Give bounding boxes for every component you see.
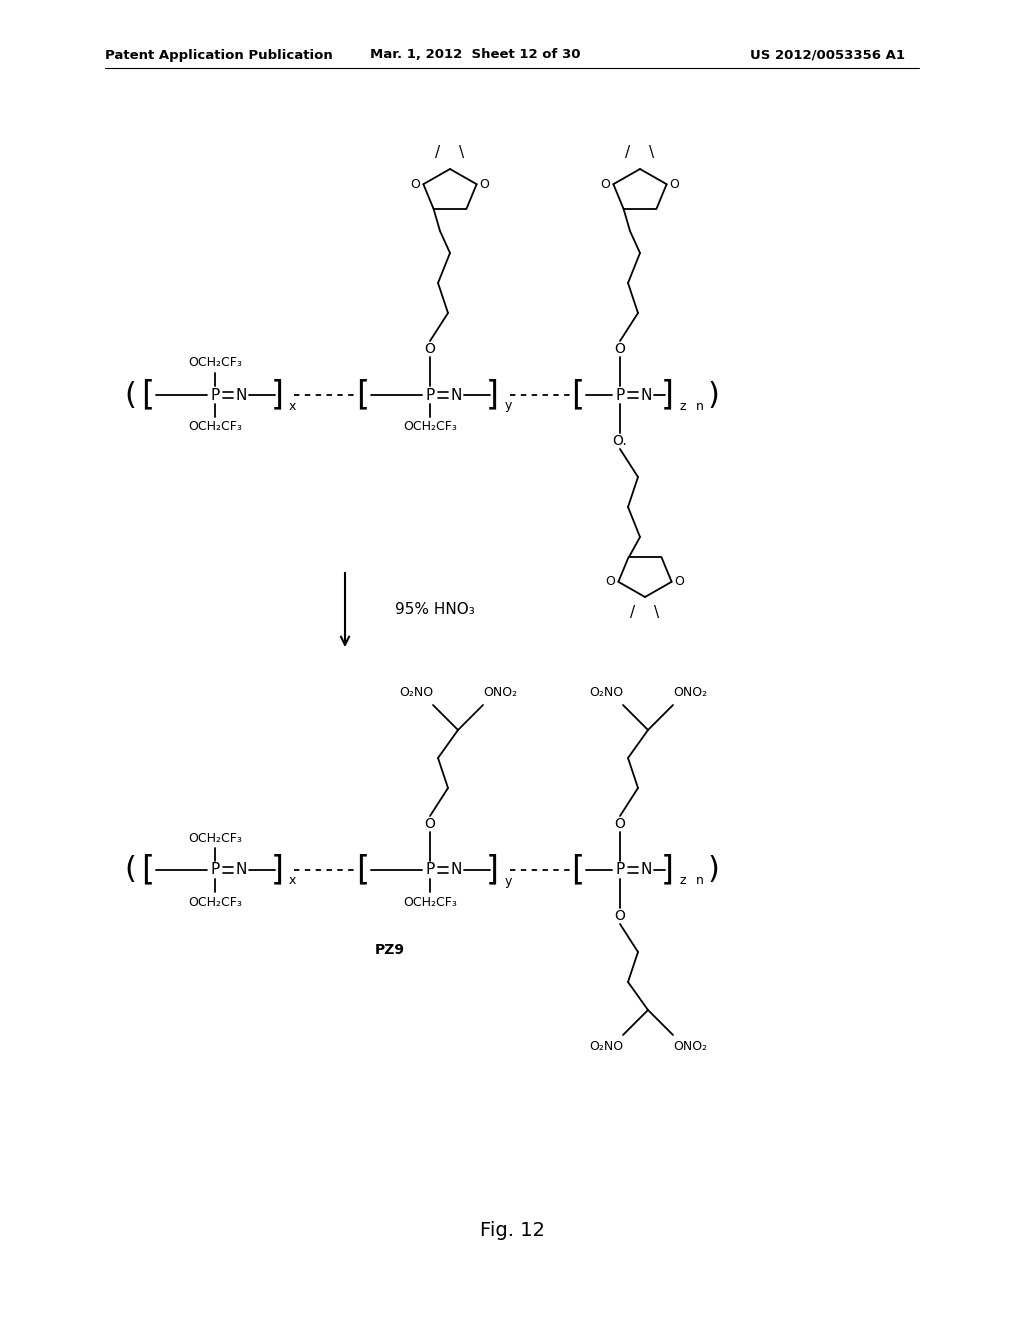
- Text: 95% HNO₃: 95% HNO₃: [395, 602, 475, 618]
- Text: OCH₂CF₃: OCH₂CF₃: [403, 421, 457, 433]
- Text: ): ): [708, 380, 720, 409]
- Text: ONO₂: ONO₂: [483, 686, 517, 700]
- Text: Fig. 12: Fig. 12: [479, 1221, 545, 1239]
- Text: x: x: [289, 874, 296, 887]
- Text: /: /: [631, 606, 636, 620]
- Text: N: N: [640, 388, 651, 403]
- Text: ]: ]: [270, 854, 284, 887]
- Text: OCH₂CF₃: OCH₂CF₃: [188, 421, 242, 433]
- Text: O: O: [675, 576, 685, 589]
- Text: z: z: [680, 400, 686, 412]
- Text: \: \: [654, 606, 659, 620]
- Text: ): ): [708, 855, 720, 884]
- Text: (: (: [124, 380, 136, 409]
- Text: [: [: [356, 379, 370, 412]
- Text: [: [: [571, 379, 585, 412]
- Text: [: [: [141, 379, 155, 412]
- Text: ]: ]: [270, 379, 284, 412]
- Text: OCH₂CF₃: OCH₂CF₃: [188, 832, 242, 845]
- Text: P: P: [210, 862, 219, 878]
- Text: ]: ]: [660, 379, 674, 412]
- Text: \: \: [460, 145, 465, 161]
- Text: [: [: [356, 854, 370, 887]
- Text: ONO₂: ONO₂: [673, 686, 707, 700]
- Text: N: N: [640, 862, 651, 878]
- Text: O: O: [425, 817, 435, 832]
- Text: Patent Application Publication: Patent Application Publication: [105, 49, 333, 62]
- Text: ]: ]: [485, 379, 499, 412]
- Text: OCH₂CF₃: OCH₂CF₃: [188, 356, 242, 370]
- Text: N: N: [236, 862, 247, 878]
- Text: P: P: [615, 388, 625, 403]
- Text: /: /: [626, 145, 631, 161]
- Text: O.: O.: [612, 434, 628, 447]
- Text: N: N: [451, 862, 462, 878]
- Text: O: O: [600, 178, 610, 190]
- Text: ]: ]: [485, 854, 499, 887]
- Text: O₂NO: O₂NO: [589, 1040, 623, 1053]
- Text: O₂NO: O₂NO: [399, 686, 433, 700]
- Text: [: [: [571, 854, 585, 887]
- Text: N: N: [451, 388, 462, 403]
- Text: US 2012/0053356 A1: US 2012/0053356 A1: [750, 49, 905, 62]
- Text: P: P: [425, 862, 434, 878]
- Text: O: O: [614, 909, 626, 923]
- Text: ONO₂: ONO₂: [673, 1040, 707, 1053]
- Text: P: P: [615, 862, 625, 878]
- Text: (: (: [124, 855, 136, 884]
- Text: y: y: [504, 874, 512, 887]
- Text: O: O: [614, 342, 626, 356]
- Text: /: /: [435, 145, 440, 161]
- Text: OCH₂CF₃: OCH₂CF₃: [403, 895, 457, 908]
- Text: n: n: [696, 874, 703, 887]
- Text: O: O: [605, 576, 615, 589]
- Text: OCH₂CF₃: OCH₂CF₃: [188, 895, 242, 908]
- Text: O: O: [479, 178, 489, 190]
- Text: z: z: [680, 874, 686, 887]
- Text: P: P: [210, 388, 219, 403]
- Text: P: P: [425, 388, 434, 403]
- Text: ]: ]: [660, 854, 674, 887]
- Text: x: x: [289, 400, 296, 412]
- Text: O₂NO: O₂NO: [589, 686, 623, 700]
- Text: n: n: [696, 400, 703, 412]
- Text: O: O: [670, 178, 680, 190]
- Text: O: O: [425, 342, 435, 356]
- Text: [: [: [141, 854, 155, 887]
- Text: PZ9: PZ9: [375, 942, 406, 957]
- Text: y: y: [504, 400, 512, 412]
- Text: Mar. 1, 2012  Sheet 12 of 30: Mar. 1, 2012 Sheet 12 of 30: [370, 49, 581, 62]
- Text: O: O: [411, 178, 420, 190]
- Text: N: N: [236, 388, 247, 403]
- Text: O: O: [614, 817, 626, 832]
- Text: \: \: [649, 145, 654, 161]
